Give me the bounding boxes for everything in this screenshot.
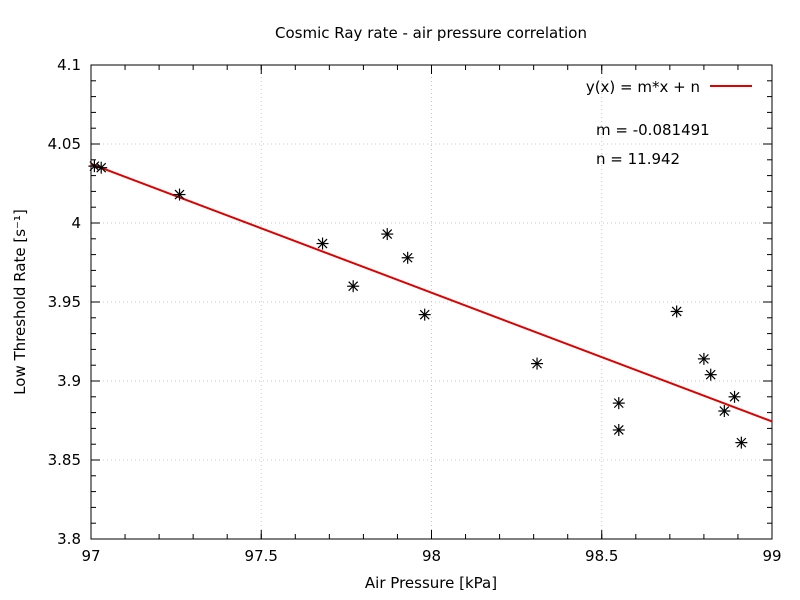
data-point <box>728 390 741 403</box>
y-tick-label: 3.95 <box>48 293 81 311</box>
annotation-slope: m = -0.081491 <box>596 121 710 139</box>
data-point <box>381 228 394 241</box>
x-tick-label: 97.5 <box>245 547 278 565</box>
legend: y(x) = m*x + n <box>586 78 752 96</box>
x-tick-label: 99 <box>762 547 781 565</box>
x-axis-label: Air Pressure [kPa] <box>365 574 497 592</box>
annotation-intercept: n = 11.942 <box>596 150 680 168</box>
y-tick-label: 4 <box>71 214 81 232</box>
legend-label: y(x) = m*x + n <box>586 78 700 96</box>
data-point <box>718 405 731 418</box>
data-point <box>347 280 360 293</box>
fit-line-layer <box>90 163 773 423</box>
data-point <box>704 368 717 381</box>
data-point <box>95 161 108 174</box>
data-point <box>88 160 101 173</box>
y-tick-label: 4.05 <box>48 135 81 153</box>
plot-frame <box>90 64 773 540</box>
y-tick-label: 3.8 <box>57 530 81 548</box>
data-point <box>697 352 710 365</box>
data-point <box>612 423 625 436</box>
x-tick-label: 97 <box>81 547 100 565</box>
chart-title: Cosmic Ray rate - air pressure correlati… <box>275 24 587 42</box>
data-point <box>531 357 544 370</box>
data-point <box>316 237 329 250</box>
y-axis-label: Low Threshold Rate [s⁻¹] <box>11 209 29 395</box>
data-point <box>173 188 186 201</box>
data-point <box>401 251 414 264</box>
x-tick-label: 98.5 <box>585 547 618 565</box>
fit-line <box>90 163 773 423</box>
data-point <box>418 308 431 321</box>
y-tick-label: 3.9 <box>57 372 81 390</box>
tick-labels: 97 97.5 98 98.5 99 3.8 3.85 3.9 3.95 4 4.05 4.1 <box>48 56 782 565</box>
y-tick-label: 3.85 <box>48 451 81 469</box>
y-tick-label: 4.1 <box>57 56 81 74</box>
data-point <box>735 436 748 449</box>
data-point <box>670 305 683 318</box>
data-points <box>88 160 748 449</box>
x-tick-label: 98 <box>422 547 441 565</box>
data-point <box>612 397 625 410</box>
grid <box>91 65 772 539</box>
